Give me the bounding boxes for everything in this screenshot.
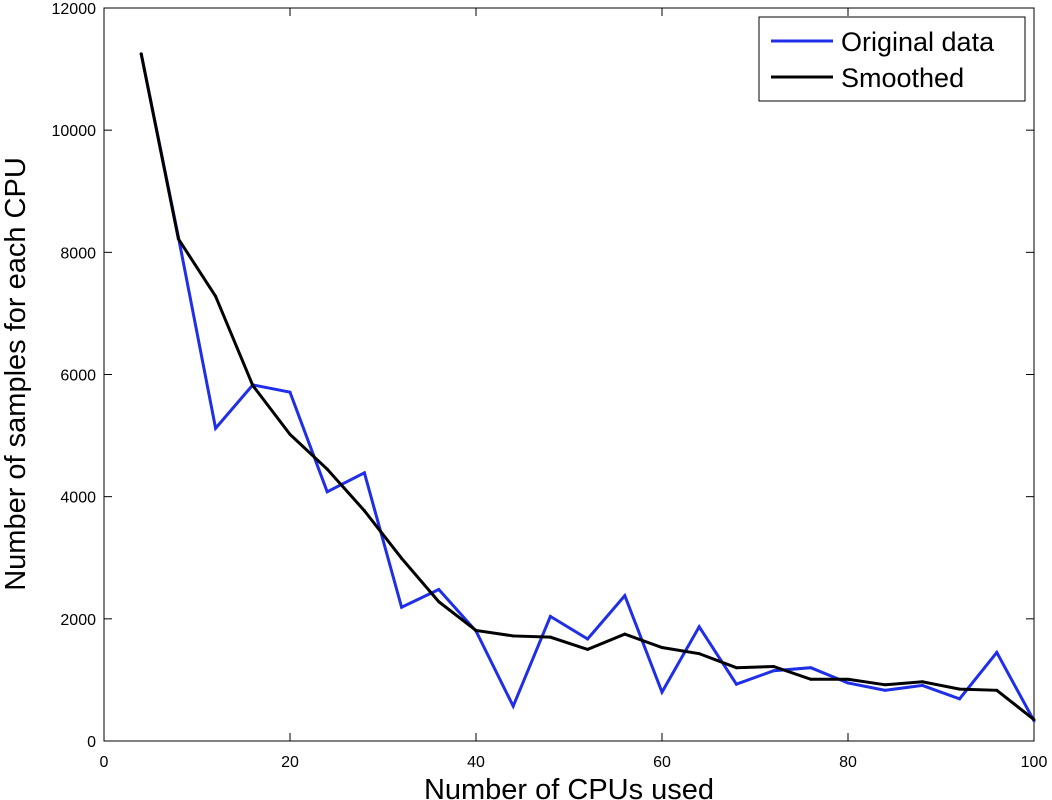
data-point-original-data xyxy=(920,683,924,687)
data-point-smoothed xyxy=(586,647,590,651)
data-point-smoothed xyxy=(697,652,701,656)
data-point-original-data xyxy=(623,594,627,598)
x-tick-label: 100 xyxy=(1021,754,1048,771)
legend: Original data Smoothed xyxy=(758,16,1026,102)
y-tick-label: 8000 xyxy=(60,245,96,262)
x-tick-label: 80 xyxy=(839,754,857,771)
data-point-smoothed xyxy=(548,635,552,639)
data-point-smoothed xyxy=(176,237,180,241)
x-tick-label: 40 xyxy=(467,754,485,771)
data-point-original-data xyxy=(586,637,590,641)
data-point-smoothed xyxy=(139,52,143,56)
legend-label-smoothed: Smoothed xyxy=(841,63,964,93)
data-point-original-data xyxy=(214,426,218,430)
data-point-smoothed xyxy=(995,688,999,692)
y-tick-label: 6000 xyxy=(60,368,96,385)
series-layer xyxy=(139,52,1036,723)
data-point-smoothed xyxy=(734,666,738,670)
legend-box xyxy=(758,16,1026,102)
data-point-original-data xyxy=(697,625,701,629)
data-point-original-data xyxy=(846,681,850,685)
data-point-original-data xyxy=(548,614,552,618)
data-point-original-data xyxy=(288,390,292,394)
data-point-smoothed xyxy=(474,628,478,632)
data-point-smoothed xyxy=(362,509,366,513)
data-point-original-data xyxy=(660,690,664,694)
data-point-original-data xyxy=(437,588,441,592)
data-point-smoothed xyxy=(920,680,924,684)
data-point-smoothed xyxy=(958,687,962,691)
y-tick-label: 10000 xyxy=(52,123,97,140)
data-point-original-data xyxy=(362,471,366,475)
x-tick-label: 20 xyxy=(281,754,299,771)
data-point-smoothed xyxy=(400,556,404,560)
data-point-smoothed xyxy=(846,677,850,681)
data-point-smoothed xyxy=(883,683,887,687)
data-point-original-data xyxy=(809,666,813,670)
data-point-smoothed xyxy=(660,646,664,650)
data-point-smoothed xyxy=(809,677,813,681)
y-tick-label: 12000 xyxy=(52,1,97,18)
data-point-smoothed xyxy=(511,634,515,638)
data-point-original-data xyxy=(400,605,404,609)
data-point-smoothed xyxy=(325,467,329,471)
data-point-original-data xyxy=(958,697,962,701)
data-point-smoothed xyxy=(772,664,776,668)
data-point-smoothed xyxy=(437,600,441,604)
data-point-original-data xyxy=(772,669,776,673)
data-point-smoothed xyxy=(251,383,255,387)
x-tick-label: 0 xyxy=(100,754,109,771)
plot-area xyxy=(103,7,1035,742)
y-tick-label: 0 xyxy=(87,734,96,751)
x-tick-label: 60 xyxy=(653,754,671,771)
data-point-original-data xyxy=(325,490,329,494)
data-point-original-data xyxy=(734,682,738,686)
data-point-original-data xyxy=(511,704,515,708)
y-tick-label: 2000 xyxy=(60,612,96,629)
legend-label-original: Original data xyxy=(841,27,995,57)
data-point-smoothed xyxy=(1032,718,1036,722)
x-axis-title: Number of CPUs used xyxy=(424,774,714,800)
data-point-smoothed xyxy=(288,432,292,436)
data-point-smoothed xyxy=(623,632,627,636)
axis-ticks: 0 20 40 60 80 100 0 2000 4000 6000 8000 10000 12000 xyxy=(52,1,1048,771)
y-tick-label: 4000 xyxy=(60,490,96,507)
y-axis-title: Number of samples for each CPU xyxy=(0,157,32,591)
data-point-smoothed xyxy=(214,294,218,298)
data-point-original-data xyxy=(995,650,999,654)
data-point-original-data xyxy=(883,688,887,692)
